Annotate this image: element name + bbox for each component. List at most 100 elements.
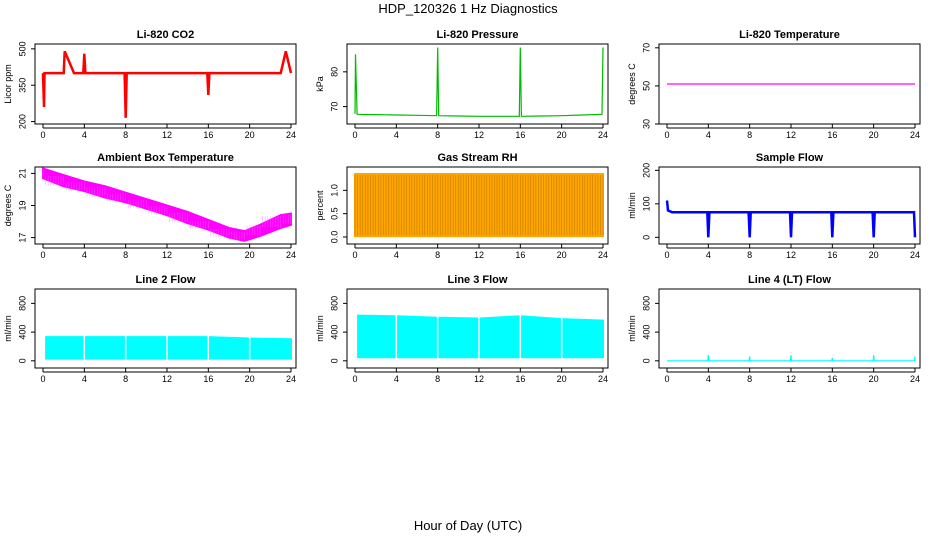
x-tick-label: 24 <box>910 130 920 140</box>
panel-1: Li-820 Pressure kPa 0 4 8 12 16 20 24 70 80 <box>315 29 609 140</box>
x-tick-label: 12 <box>162 250 172 260</box>
x-tick-label: 24 <box>286 130 296 140</box>
x-tick-label: 4 <box>82 130 87 140</box>
panel-0: Li-820 CO2 Licor ppm 0 4 8 12 16 20 24 200 350 500 <box>3 29 297 140</box>
y-axis-label: ml/min <box>3 315 13 342</box>
y-tick-label: 21 <box>17 168 27 178</box>
x-tick-label: 0 <box>664 374 669 384</box>
panel-title: Li-820 CO2 <box>137 29 194 41</box>
y-axis-label: percent <box>315 190 325 221</box>
x-tick-label: 20 <box>245 130 255 140</box>
y-tick-label: 400 <box>329 325 339 340</box>
x-tick-label: 16 <box>515 130 525 140</box>
shared-x-axis-label: Hour of Day (UTC) <box>413 518 523 533</box>
y-tick-label: 800 <box>329 296 339 311</box>
x-tick-label: 4 <box>394 374 399 384</box>
x-tick-label: 20 <box>245 250 255 260</box>
x-tick-label: 20 <box>869 374 879 384</box>
x-tick-label: 12 <box>162 130 172 140</box>
panel-title: Line 3 Flow <box>448 274 508 286</box>
x-tick-label: 8 <box>123 374 128 384</box>
x-tick-label: 16 <box>203 250 213 260</box>
y-tick-label: 200 <box>641 163 651 178</box>
series-band <box>45 336 292 360</box>
x-tick-label: 20 <box>869 130 879 140</box>
x-tick-label: 12 <box>786 130 796 140</box>
x-tick-label: 12 <box>162 374 172 384</box>
panel-title: Gas Stream RH <box>437 152 517 164</box>
y-axis-label: kPa <box>315 76 325 92</box>
y-axis-label: degrees C <box>3 184 13 226</box>
y-tick-label: 1.0 <box>329 184 339 197</box>
plot-frame <box>658 166 921 245</box>
x-tick-label: 4 <box>706 130 711 140</box>
y-tick-label: 80 <box>329 67 339 77</box>
panel-3: Ambient Box Temperature degrees C 0 4 8 12 16 2… <box>3 152 297 260</box>
x-tick-label: 0 <box>352 250 357 260</box>
main-title: HDP_120326 1 Hz Diagnostics <box>378 1 558 16</box>
panel-title: Line 4 (LT) Flow <box>748 274 831 286</box>
x-tick-label: 0 <box>352 130 357 140</box>
x-tick-label: 12 <box>786 374 796 384</box>
y-axis-label: Licor ppm <box>3 64 13 104</box>
y-tick-label: 0 <box>17 358 27 363</box>
y-tick-label: 19 <box>17 200 27 210</box>
x-tick-label: 24 <box>286 250 296 260</box>
x-tick-label: 0 <box>40 250 45 260</box>
x-tick-label: 8 <box>747 250 752 260</box>
x-tick-label: 4 <box>82 374 87 384</box>
y-tick-label: 0.0 <box>329 231 339 244</box>
x-tick-label: 12 <box>474 130 484 140</box>
panel-7: Line 3 Flow ml/min 0 4 8 12 16 20 24 0 400 800 <box>315 274 609 384</box>
panel-title: Line 2 Flow <box>136 274 196 286</box>
x-tick-label: 24 <box>286 374 296 384</box>
series-band <box>357 314 604 359</box>
plot-frame <box>34 43 297 125</box>
panel-title: Sample Flow <box>756 152 824 164</box>
y-tick-label: 400 <box>641 325 651 340</box>
x-tick-label: 16 <box>827 250 837 260</box>
y-axis-label: ml/min <box>627 315 637 342</box>
x-tick-label: 4 <box>706 250 711 260</box>
x-tick-label: 24 <box>910 250 920 260</box>
y-tick-label: 70 <box>641 43 651 53</box>
y-tick-label: 350 <box>17 78 27 93</box>
y-tick-label: 200 <box>17 114 27 129</box>
x-tick-label: 8 <box>747 374 752 384</box>
y-axis-label: ml/min <box>627 192 637 219</box>
y-tick-label: 0 <box>329 358 339 363</box>
series-line <box>354 47 604 117</box>
y-tick-label: 100 <box>641 196 651 211</box>
x-tick-label: 0 <box>664 130 669 140</box>
panel-6: Line 2 Flow ml/min 0 4 8 12 16 20 24 0 400 800 <box>3 274 297 384</box>
plot-frame <box>346 288 609 369</box>
y-axis-label: ml/min <box>315 315 325 342</box>
x-tick-label: 24 <box>598 250 608 260</box>
y-tick-label: 70 <box>329 102 339 112</box>
x-tick-label: 4 <box>82 250 87 260</box>
x-tick-label: 20 <box>557 374 567 384</box>
y-axis-label: degrees C <box>627 63 637 105</box>
y-tick-label: 800 <box>641 296 651 311</box>
x-tick-label: 12 <box>474 374 484 384</box>
series-line <box>41 50 293 118</box>
y-tick-label: 50 <box>641 81 651 91</box>
x-tick-label: 0 <box>40 130 45 140</box>
y-tick-label: 30 <box>641 119 651 129</box>
panel-8: Line 4 (LT) Flow ml/min 0 4 8 12 16 20 24 0 400 800 <box>627 274 921 384</box>
panel-4: Gas Stream RH percent 0 4 8 12 16 20 24 0.0 0.5 1.0 <box>315 152 609 260</box>
plot-frame <box>346 43 609 125</box>
x-tick-label: 16 <box>827 130 837 140</box>
x-tick-label: 20 <box>245 374 255 384</box>
x-tick-label: 16 <box>827 374 837 384</box>
x-tick-label: 0 <box>40 374 45 384</box>
x-tick-label: 24 <box>910 374 920 384</box>
x-tick-label: 12 <box>474 250 484 260</box>
series-line <box>667 355 916 362</box>
x-tick-label: 0 <box>664 250 669 260</box>
x-tick-label: 24 <box>598 374 608 384</box>
y-tick-label: 0.5 <box>329 207 339 220</box>
x-tick-label: 8 <box>747 130 752 140</box>
plot-frame <box>346 166 609 245</box>
